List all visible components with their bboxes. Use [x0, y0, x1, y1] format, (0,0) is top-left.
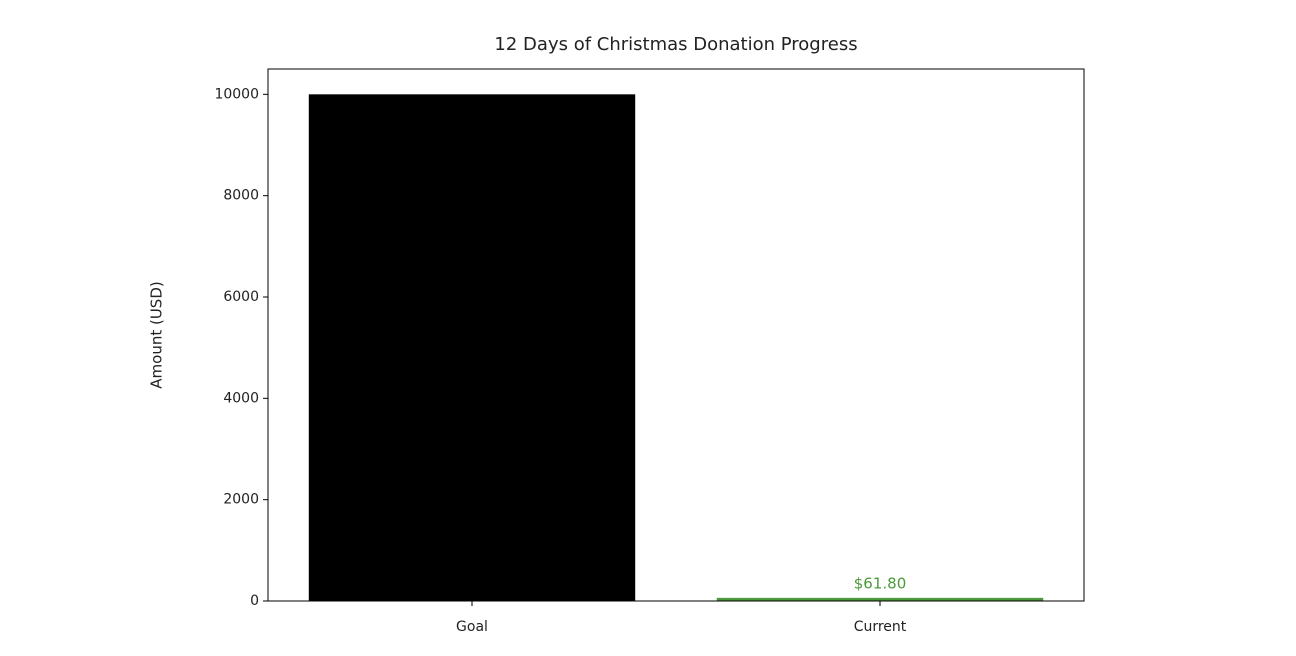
y-tick-label: 6000 [223, 289, 259, 305]
y-tick-label: 8000 [223, 188, 259, 204]
y-tick-label: 2000 [223, 492, 259, 508]
y-tick-label: 4000 [223, 390, 259, 406]
x-tick-label: Goal [456, 619, 488, 635]
plot-frame [267, 68, 1085, 602]
y-tick-label: 0 [250, 593, 259, 609]
bar [716, 597, 1044, 601]
value-label: $61.80 [854, 574, 907, 592]
y-axis-label: Amount (USD) [148, 281, 166, 388]
x-tick-label: Current [854, 619, 907, 635]
chart-title: 12 Days of Christmas Donation Progress [494, 34, 857, 55]
bar [308, 94, 636, 601]
y-tick-label: 10000 [214, 86, 259, 102]
